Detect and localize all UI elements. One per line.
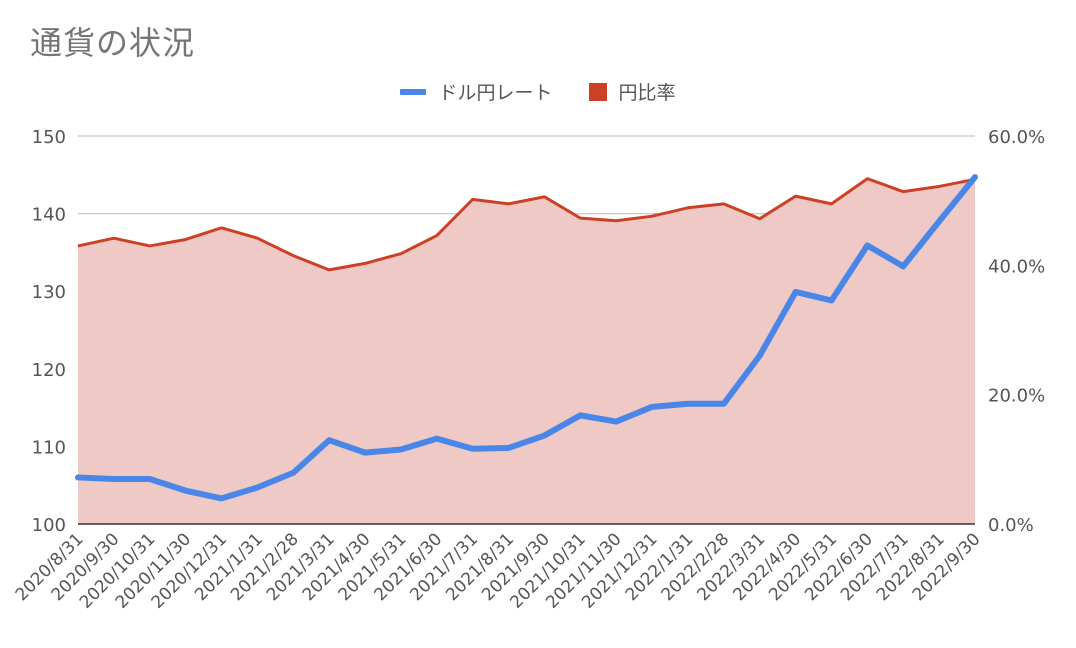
ratio-point-6	[292, 255, 294, 257]
legend-item-ratio[interactable]: 円比率	[588, 78, 676, 105]
ratio-point-11	[472, 198, 474, 200]
left-axis-ticks: 100 110 120 130 140 150	[32, 127, 66, 536]
ratio-point-17	[687, 207, 689, 209]
left-tick-label: 140	[32, 205, 66, 226]
ratio-point-20	[795, 195, 797, 197]
right-tick-label: 0.0%	[988, 515, 1034, 536]
ratio-points	[77, 178, 976, 271]
ratio-point-9	[400, 253, 402, 255]
ratio-point-8	[364, 262, 366, 264]
right-axis-ticks: 0.0% 20.0% 40.0% 60.0%	[988, 127, 1045, 536]
rate-point-12	[508, 447, 510, 449]
rate-point-20	[795, 291, 797, 293]
left-tick-label: 120	[32, 360, 66, 381]
rate-series-line	[75, 174, 978, 502]
ratio-point-1	[113, 237, 115, 239]
rate-point-11	[472, 448, 474, 450]
legend-label-rate: ドル円レート	[438, 82, 553, 104]
rate-point-15	[615, 421, 617, 423]
rate-point-14	[579, 414, 581, 416]
rate-point-7	[328, 439, 330, 441]
ratio-point-3	[185, 238, 187, 240]
ratio-point-23	[902, 191, 904, 193]
ratio-point-10	[436, 235, 438, 237]
rate-point-21	[830, 300, 832, 302]
right-tick-label: 60.0%	[988, 127, 1045, 148]
rate-point-9	[400, 449, 402, 451]
ratio-point-19	[759, 218, 761, 220]
rate-point-10	[436, 438, 438, 440]
left-tick-label: 130	[32, 282, 66, 303]
rate-point-4	[221, 497, 223, 499]
ratio-point-21	[830, 203, 832, 205]
ratio-series-line	[77, 177, 976, 272]
rate-point-22	[866, 244, 868, 246]
left-tick-label: 100	[32, 515, 66, 536]
ratio-point-18	[723, 203, 725, 205]
right-tick-label: 40.0%	[988, 256, 1045, 277]
ratio-point-5	[256, 237, 258, 239]
ratio-point-22	[866, 178, 868, 180]
rate-point-6	[292, 472, 294, 474]
ratio-point-2	[149, 245, 151, 247]
legend-item-rate[interactable]: ドル円レート	[400, 78, 553, 105]
rate-point-13	[543, 435, 545, 437]
rate-point-2	[149, 478, 151, 480]
rate-point-16	[651, 406, 653, 408]
chart-title: 通貨の状況	[30, 24, 196, 62]
left-tick-label: 110	[32, 437, 66, 458]
rate-point-24	[938, 220, 940, 222]
ratio-point-24	[938, 185, 940, 187]
left-tick-label: 150	[32, 127, 66, 148]
legend-swatch-rate	[400, 88, 427, 95]
rate-point-3	[185, 490, 187, 492]
ratio-point-0	[77, 245, 79, 247]
ratio-point-15	[615, 220, 617, 222]
ratio-point-16	[651, 215, 653, 217]
rate-point-18	[723, 403, 725, 405]
ratio-area-fill	[78, 178, 975, 524]
rate-points	[77, 176, 976, 499]
legend-label-ratio: 円比率	[618, 82, 676, 104]
ratio-point-14	[579, 217, 581, 219]
legend: ドル円レート 円比率	[0, 78, 1076, 105]
ratio-point-12	[508, 203, 510, 205]
rate-point-25	[974, 176, 976, 178]
ratio-point-7	[328, 269, 330, 271]
rate-point-17	[687, 403, 689, 405]
legend-swatch-ratio	[588, 82, 607, 101]
rate-point-0	[77, 476, 79, 478]
rate-point-5	[256, 487, 258, 489]
rate-point-19	[759, 355, 761, 357]
ratio-point-13	[543, 196, 545, 198]
x-axis-ticks: 2020/8/312020/9/302020/10/312020/11/3020…	[12, 529, 985, 612]
rate-point-23	[902, 265, 904, 267]
ratio-point-4	[221, 227, 223, 229]
rate-point-1	[113, 478, 115, 480]
right-tick-label: 20.0%	[988, 386, 1045, 407]
rate-point-8	[364, 452, 366, 454]
